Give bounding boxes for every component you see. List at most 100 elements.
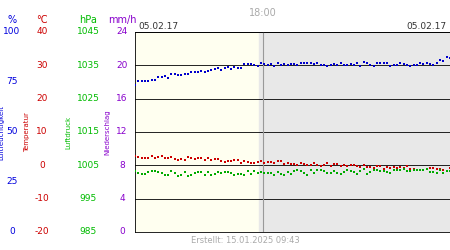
Point: [357, 165, 364, 169]
Point: [393, 166, 400, 170]
Point: [387, 170, 394, 174]
Point: [281, 162, 288, 166]
Text: 05.02.17: 05.02.17: [407, 22, 447, 31]
Text: mm/h: mm/h: [108, 15, 136, 25]
Point: [347, 163, 354, 167]
Point: [357, 64, 364, 68]
Point: [443, 169, 450, 173]
Point: [370, 166, 378, 170]
Point: [360, 163, 367, 167]
Point: [165, 156, 172, 160]
Point: [314, 163, 321, 167]
Point: [231, 64, 238, 68]
Point: [224, 160, 231, 164]
Point: [267, 62, 274, 66]
Point: [131, 154, 139, 158]
Point: [430, 63, 437, 67]
Point: [238, 161, 245, 165]
Point: [254, 160, 261, 164]
Point: [337, 172, 344, 176]
Point: [148, 169, 155, 173]
Point: [423, 167, 430, 171]
Point: [204, 170, 212, 174]
Point: [144, 79, 152, 83]
Point: [165, 173, 172, 177]
Text: Luftfeuchtigkeit: Luftfeuchtigkeit: [0, 104, 4, 160]
Text: -10: -10: [35, 194, 50, 203]
Point: [440, 168, 447, 172]
Bar: [135, 32, 259, 232]
Point: [191, 171, 198, 175]
Point: [400, 62, 407, 66]
Point: [248, 172, 255, 176]
Text: 18:00: 18:00: [249, 8, 276, 18]
Point: [294, 163, 301, 167]
Point: [294, 168, 301, 172]
Point: [410, 63, 417, 67]
Point: [443, 169, 450, 173]
Point: [178, 73, 185, 77]
Point: [374, 61, 381, 65]
Point: [181, 158, 189, 162]
Point: [135, 154, 142, 158]
Point: [427, 166, 434, 170]
Text: 75: 75: [6, 78, 18, 86]
Point: [248, 160, 255, 164]
Point: [251, 169, 258, 173]
Point: [274, 170, 281, 174]
Point: [184, 72, 192, 76]
Point: [277, 159, 284, 163]
Point: [367, 170, 374, 174]
Point: [198, 170, 205, 174]
Point: [410, 166, 417, 170]
Point: [330, 62, 338, 66]
Point: [214, 66, 221, 70]
Point: [207, 158, 215, 162]
Point: [301, 162, 308, 166]
Point: [224, 66, 231, 70]
Point: [181, 72, 189, 76]
Point: [390, 62, 397, 66]
Point: [214, 157, 221, 161]
Point: [178, 157, 185, 161]
Point: [277, 172, 284, 176]
Text: 05.02.17: 05.02.17: [138, 22, 178, 31]
Point: [158, 154, 165, 158]
Point: [354, 164, 361, 168]
Point: [301, 61, 308, 65]
Point: [254, 170, 261, 174]
Point: [410, 168, 417, 172]
Point: [337, 61, 344, 65]
Point: [370, 64, 378, 68]
Point: [211, 172, 218, 176]
Text: 20: 20: [36, 94, 48, 103]
Point: [274, 159, 281, 163]
Point: [400, 166, 407, 170]
Point: [314, 168, 321, 172]
Point: [168, 72, 175, 76]
Point: [364, 165, 371, 169]
Point: [184, 155, 192, 159]
Point: [287, 162, 294, 166]
Point: [310, 171, 318, 175]
Point: [387, 64, 394, 68]
Point: [184, 174, 192, 178]
Point: [407, 167, 414, 171]
Text: Niederschlag: Niederschlag: [104, 109, 110, 155]
Point: [151, 78, 158, 82]
Point: [270, 172, 278, 176]
Point: [294, 63, 301, 67]
Point: [403, 164, 410, 168]
Text: 1015: 1015: [76, 128, 99, 136]
Point: [138, 79, 145, 83]
Point: [317, 64, 324, 68]
Text: Luftdruck: Luftdruck: [65, 116, 71, 148]
Point: [396, 61, 404, 65]
Point: [344, 168, 351, 172]
Point: [175, 74, 182, 78]
Point: [191, 156, 198, 160]
Point: [178, 173, 185, 177]
Text: Temperatur: Temperatur: [24, 112, 30, 152]
Text: 995: 995: [79, 194, 97, 203]
Point: [257, 158, 265, 162]
